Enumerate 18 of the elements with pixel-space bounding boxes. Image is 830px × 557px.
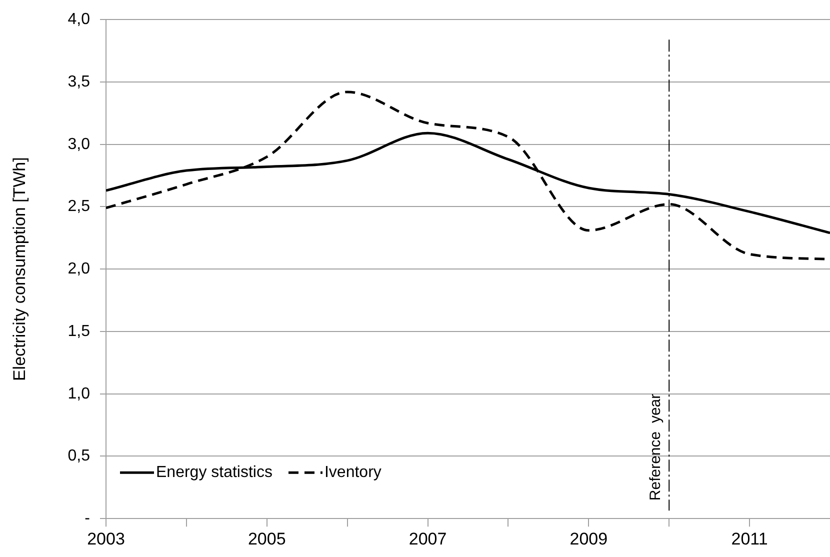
y-tick-label: 4,0 xyxy=(68,11,90,28)
x-tick-label: 2005 xyxy=(248,529,286,548)
y-tick-label: - xyxy=(84,510,90,528)
legend-label: Energy statistics xyxy=(156,464,272,482)
y-axis-title: Electricity consumption [TWh] xyxy=(10,157,29,382)
x-tick-label: 2007 xyxy=(408,529,447,548)
y-tick-label: 2,5 xyxy=(68,198,90,216)
y-tick-label: 3,0 xyxy=(68,136,90,153)
y-tick-label: 2,0 xyxy=(68,260,90,278)
y-tick-label: 0,5 xyxy=(68,448,90,465)
x-tick-label: 2009 xyxy=(570,529,608,548)
legend-label: Iventory xyxy=(324,464,382,482)
y-tick-label: 1,5 xyxy=(68,322,90,340)
x-tick-label: 2011 xyxy=(731,529,768,548)
x-tick-label: 2003 xyxy=(87,529,125,548)
ref-line-label: Reference year xyxy=(646,394,664,501)
y-tick-label: 3,5 xyxy=(68,73,90,90)
y-tick-label: 1,0 xyxy=(68,385,90,402)
